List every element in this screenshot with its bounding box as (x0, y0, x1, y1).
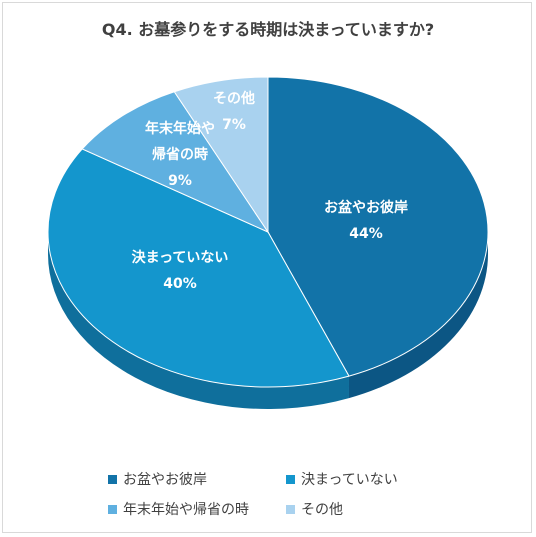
slice-newyear (81, 91, 270, 234)
slice-obon (267, 76, 489, 377)
pie-slices (47, 76, 489, 388)
slice-category-label: 帰省の時 (152, 146, 208, 163)
slice-undecided (47, 148, 350, 388)
slice-category-label: お盆やお彼岸 (324, 199, 408, 216)
slice-labels: お盆やお彼岸 44% 決まっていない 40% 年末年始や帰省の時 9% その他 7% (132, 90, 408, 292)
slice-value-label: 44% (349, 226, 383, 242)
slice-value-label: 7% (222, 117, 246, 133)
slice-obon-label: お盆やお彼岸 44% (324, 199, 408, 242)
slice-category-label: 年末年始や (145, 120, 215, 137)
chart-title: Q4. お墓参りをする時期は決まっていますか? (101, 20, 435, 39)
slice-value-label: 9% (168, 173, 192, 189)
slice-newyear-label: 年末年始や帰省の時 9% (145, 120, 215, 189)
slice-category-label: 決まっていない (132, 249, 229, 266)
slice-obon-side (348, 232, 488, 399)
pie-depth (48, 232, 488, 410)
slice-other (173, 76, 269, 234)
slice-undecided-label: 決まっていない 40% (132, 249, 229, 292)
slice-undecided-side (48, 232, 349, 410)
slice-other-label: その他 7% (213, 90, 255, 133)
slice-category-label: その他 (213, 90, 255, 107)
slice-value-label: 40% (163, 276, 197, 292)
